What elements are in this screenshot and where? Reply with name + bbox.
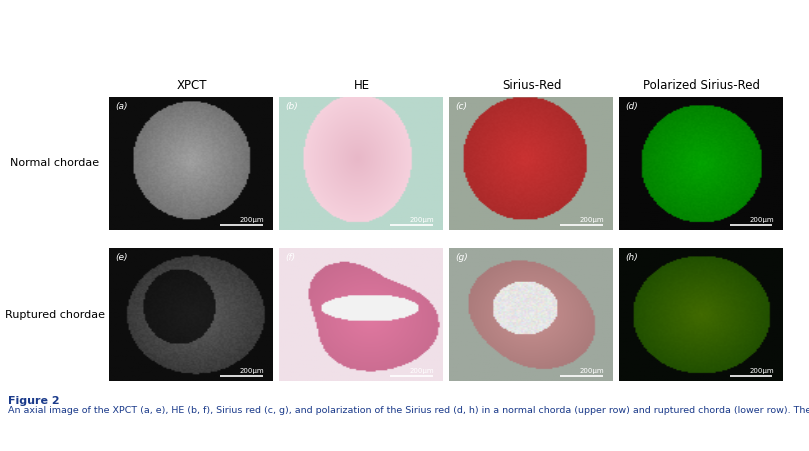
Text: Normal chordae: Normal chordae xyxy=(10,158,100,169)
Text: 200μm: 200μm xyxy=(239,216,265,223)
Text: (h): (h) xyxy=(625,253,638,262)
Text: An axial image of the XPCT (a, e), HE (b, f), Sirius red (c, g), and polarizatio: An axial image of the XPCT (a, e), HE (b… xyxy=(8,406,809,415)
Text: 200μm: 200μm xyxy=(749,368,774,374)
Text: (f): (f) xyxy=(286,253,296,262)
Text: 200μm: 200μm xyxy=(409,368,434,374)
Text: (b): (b) xyxy=(286,102,299,111)
Text: Ruptured chordae: Ruptured chordae xyxy=(5,309,104,320)
Text: HE: HE xyxy=(354,79,370,92)
Text: (g): (g) xyxy=(455,253,468,262)
Text: (c): (c) xyxy=(455,102,468,111)
Text: Sirius-Red: Sirius-Red xyxy=(502,79,561,92)
Text: Polarized Sirius-Red: Polarized Sirius-Red xyxy=(643,79,760,92)
Text: XPCT: XPCT xyxy=(177,79,207,92)
Text: 200μm: 200μm xyxy=(239,368,265,374)
Text: 200μm: 200μm xyxy=(409,216,434,223)
Text: Figure 2: Figure 2 xyxy=(8,396,60,406)
Text: 200μm: 200μm xyxy=(579,216,604,223)
Text: 200μm: 200μm xyxy=(749,216,774,223)
Text: (a): (a) xyxy=(116,102,129,111)
Text: (d): (d) xyxy=(625,102,638,111)
Text: 200μm: 200μm xyxy=(579,368,604,374)
Text: (e): (e) xyxy=(116,253,129,262)
